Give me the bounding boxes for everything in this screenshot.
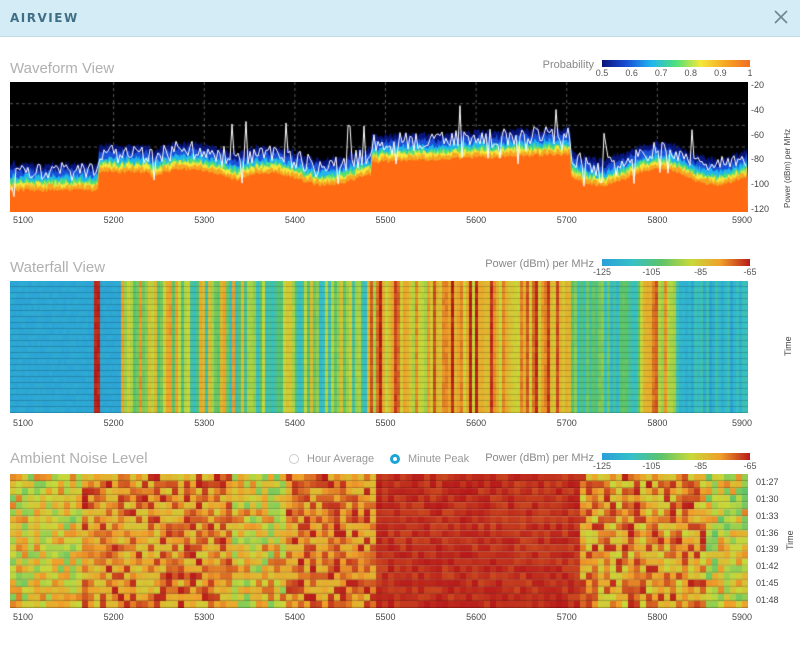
- ambient-y-ticks: 01:27 01:30 01:33 01:36 01:39 01:42 01:45 01:48: [756, 474, 786, 608]
- ambient-x-ticks: 5100 5200 5300 5400 5500 5600 5700 5800 5900: [10, 612, 752, 624]
- legend-tick: -65: [743, 267, 757, 277]
- y-tick: 01:30: [756, 493, 779, 504]
- y-tick: 01:33: [756, 510, 779, 521]
- y-tick: -100: [751, 179, 770, 190]
- waterfall-y-axis-label: Time: [783, 336, 793, 356]
- x-tick: 5300: [194, 215, 215, 225]
- legend-tick: 1: [747, 68, 753, 78]
- probability-legend-label: Probability: [542, 59, 594, 71]
- waterfall-legend-bar: [602, 259, 750, 266]
- legend-tick: 0.7: [654, 68, 668, 78]
- waveform-chart[interactable]: [10, 82, 748, 212]
- legend-tick: 0.9: [714, 68, 727, 78]
- probability-legend-ticks: 0.5 0.6 0.7 0.8 0.9 1: [596, 68, 753, 80]
- waterfall-title: Waterfall View: [10, 259, 106, 276]
- x-tick: 5100: [12, 612, 34, 622]
- waterfall-chart[interactable]: [10, 281, 748, 413]
- close-icon[interactable]: [770, 6, 792, 28]
- minute-peak-label: Minute Peak: [408, 453, 470, 465]
- ambient-legend-label: Power (dBm) per MHz: [485, 452, 594, 464]
- x-tick: 5500: [375, 215, 396, 225]
- waveform-x-ticks: 5100 5200 5300 5400 5500 5600 5700 5800 5900: [10, 215, 752, 227]
- title-bar: AIRVIEW: [0, 0, 800, 37]
- window-title: AIRVIEW: [10, 11, 79, 25]
- x-tick: 5900: [731, 215, 753, 225]
- y-tick: 01:45: [756, 578, 779, 589]
- waveform-y-ticks: -20 -40 -60 -80 -100 -120: [751, 80, 781, 214]
- legend-tick: -105: [642, 461, 661, 471]
- x-tick: 5700: [556, 418, 577, 428]
- waveform-title: Waveform View: [10, 60, 115, 77]
- ambient-noise-chart[interactable]: [10, 474, 748, 608]
- y-tick: -80: [751, 154, 765, 165]
- y-tick: 01:48: [756, 595, 779, 605]
- minute-peak-option[interactable]: Minute Peak: [390, 453, 469, 465]
- y-tick: -60: [751, 129, 765, 140]
- legend-tick: 0.5: [595, 68, 609, 78]
- x-tick: 5400: [284, 612, 305, 622]
- x-tick: 5900: [731, 418, 753, 428]
- x-tick: 5500: [375, 418, 396, 428]
- y-tick: 01:27: [756, 477, 779, 487]
- legend-tick: -85: [694, 461, 708, 471]
- x-tick: 5800: [647, 612, 668, 622]
- waterfall-legend-label: Power (dBm) per MHz: [485, 258, 594, 270]
- y-tick: 01:42: [756, 561, 779, 572]
- y-tick: -20: [751, 80, 765, 90]
- legend-tick: -65: [743, 461, 757, 471]
- x-tick: 5400: [284, 215, 305, 225]
- x-tick: 5600: [466, 215, 487, 225]
- minute-peak-radio[interactable]: [390, 454, 400, 464]
- hour-average-radio[interactable]: [289, 454, 299, 464]
- y-tick: -120: [751, 204, 770, 214]
- legend-tick: 0.8: [684, 68, 698, 78]
- waveform-y-axis-label: Power (dBm) per MHz: [783, 128, 792, 208]
- x-tick: 5600: [466, 612, 487, 622]
- x-tick: 5600: [466, 418, 487, 428]
- probability-legend-bar: [602, 60, 750, 67]
- legend-tick: 0.6: [625, 68, 638, 78]
- ambient-y-axis-label: Time: [785, 530, 795, 550]
- waterfall-legend-ticks: -125 -105 -85 -65: [593, 267, 757, 279]
- x-tick: 5800: [647, 215, 668, 225]
- x-tick: 5100: [12, 215, 34, 225]
- legend-tick: -125: [592, 267, 612, 277]
- hour-average-option[interactable]: Hour Average: [289, 453, 374, 465]
- ambient-title: Ambient Noise Level: [10, 450, 148, 467]
- x-tick: 5700: [556, 612, 577, 622]
- x-tick: 5500: [375, 612, 396, 622]
- ambient-legend-bar: [602, 453, 750, 460]
- x-tick: 5200: [103, 215, 124, 225]
- x-tick: 5900: [731, 612, 753, 622]
- y-tick: 01:39: [756, 544, 779, 555]
- x-tick: 5100: [12, 418, 34, 428]
- x-tick: 5800: [647, 418, 668, 428]
- legend-tick: -85: [694, 267, 708, 277]
- x-tick: 5200: [103, 418, 124, 428]
- waterfall-x-ticks: 5100 5200 5300 5400 5500 5600 5700 5800 5900: [10, 418, 752, 430]
- x-tick: 5300: [194, 612, 215, 622]
- y-tick: 01:36: [756, 527, 779, 538]
- hour-average-label: Hour Average: [307, 453, 375, 465]
- x-tick: 5400: [284, 418, 305, 428]
- ambient-legend-ticks: -125 -105 -85 -65: [593, 461, 757, 473]
- x-tick: 5700: [556, 215, 577, 225]
- legend-tick: -125: [592, 461, 612, 471]
- x-tick: 5200: [103, 612, 124, 622]
- x-tick: 5300: [194, 418, 215, 428]
- legend-tick: -105: [642, 267, 661, 277]
- y-tick: -40: [751, 104, 765, 115]
